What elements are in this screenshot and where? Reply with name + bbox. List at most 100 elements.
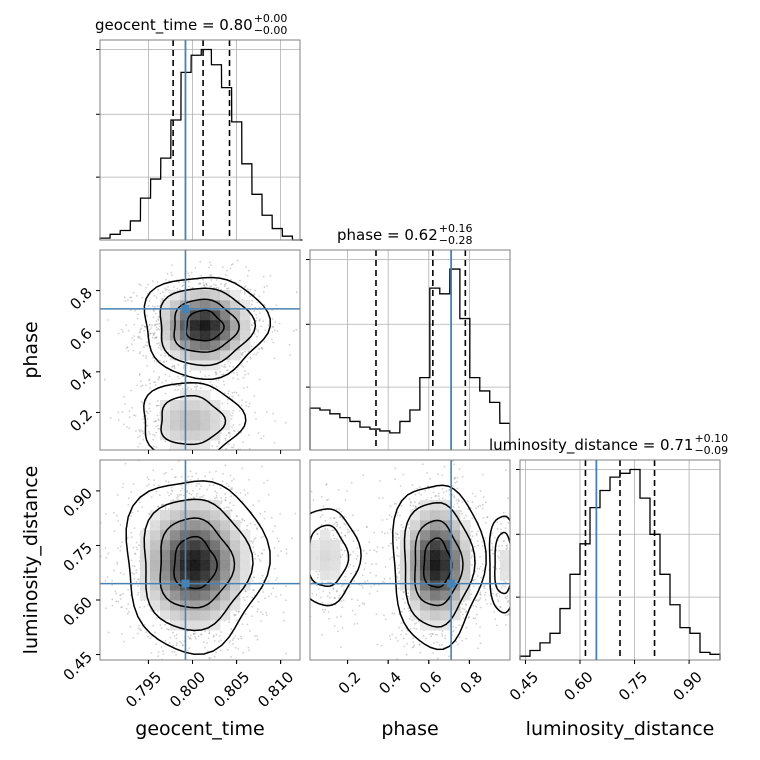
- density-cell: [160, 430, 171, 441]
- sample-point: [151, 356, 154, 359]
- y-tick-label: 0.60: [60, 593, 96, 629]
- sample-point: [106, 319, 109, 321]
- sample-point: [274, 420, 277, 422]
- sample-point: [156, 342, 159, 345]
- sample-point: [152, 469, 155, 472]
- sample-point: [145, 410, 148, 412]
- sample-point: [147, 635, 149, 638]
- sample-point: [157, 318, 160, 320]
- sample-point: [241, 354, 243, 356]
- sample-point: [161, 291, 164, 294]
- density-cell: [170, 300, 181, 311]
- density-cell: [170, 580, 181, 591]
- sample-point: [189, 370, 192, 373]
- title-value: luminosity_distance = 0.71: [489, 436, 693, 455]
- density-cell: [160, 550, 171, 561]
- sample-point: [471, 535, 474, 538]
- sample-point: [472, 579, 475, 582]
- sample-point: [484, 537, 487, 539]
- density-cell: [190, 530, 201, 541]
- sample-point: [164, 289, 167, 291]
- sample-point: [119, 549, 122, 552]
- joint-content: [100, 460, 300, 660]
- contour-line: [173, 298, 240, 353]
- sample-point: [250, 540, 253, 542]
- sample-point: [187, 272, 190, 274]
- sample-point: [401, 610, 403, 613]
- density-cell: [210, 580, 221, 591]
- density-cell: [190, 610, 201, 621]
- sample-point: [261, 613, 264, 615]
- sample-point: [104, 579, 107, 582]
- sample-point: [155, 490, 158, 493]
- sample-point: [136, 632, 139, 635]
- sample-point: [472, 617, 475, 620]
- sample-point: [393, 612, 395, 615]
- sample-point: [152, 370, 155, 373]
- sample-point: [424, 489, 427, 492]
- sample-point: [253, 538, 256, 540]
- sample-point: [253, 293, 256, 295]
- sample-point: [256, 301, 259, 304]
- sample-point: [237, 430, 240, 433]
- contour-line: [125, 480, 271, 655]
- sample-point: [192, 497, 195, 499]
- sample-point: [438, 644, 441, 646]
- sample-point: [114, 590, 117, 593]
- sample-point: [132, 349, 135, 352]
- sample-point: [137, 313, 139, 316]
- sample-point: [266, 479, 269, 482]
- sample-point: [149, 382, 152, 385]
- sample-point: [442, 491, 445, 494]
- sample-point: [285, 548, 288, 551]
- sample-point: [138, 373, 141, 375]
- sample-point: [205, 284, 208, 287]
- sample-point: [166, 272, 169, 275]
- sample-point: [196, 482, 198, 485]
- sample-point: [139, 330, 142, 333]
- sample-point: [252, 576, 255, 578]
- sample-point: [175, 653, 177, 656]
- sample-point: [105, 557, 108, 559]
- contour-line: [173, 535, 218, 590]
- sample-point: [470, 550, 473, 552]
- sample-point: [365, 552, 368, 555]
- sample-point: [181, 387, 184, 390]
- sample-point: [482, 563, 484, 565]
- density-cell: [220, 310, 231, 321]
- sample-point: [285, 552, 288, 555]
- sample-point: [145, 286, 147, 289]
- sample-point: [416, 487, 419, 490]
- density-cell: [210, 360, 221, 371]
- sample-point: [470, 538, 473, 540]
- density-cell: [170, 440, 181, 450]
- sample-point: [130, 536, 133, 539]
- sample-point: [258, 378, 261, 381]
- sample-point: [294, 512, 297, 515]
- sample-point: [234, 635, 237, 637]
- sample-point: [407, 607, 410, 610]
- sample-point: [291, 537, 293, 540]
- sample-point: [231, 414, 233, 417]
- sample-point: [257, 500, 260, 503]
- sample-point: [177, 363, 180, 366]
- sample-point: [138, 544, 140, 546]
- sample-point: [245, 404, 248, 407]
- sample-point: [226, 398, 229, 401]
- sample-point: [158, 494, 161, 497]
- sample-point: [407, 523, 410, 526]
- sample-point: [415, 628, 418, 630]
- sample-point: [375, 613, 378, 616]
- sample-point: [158, 419, 160, 422]
- density-cell: [150, 510, 161, 521]
- sample-point: [153, 310, 156, 312]
- sample-point: [119, 524, 122, 526]
- sample-point: [244, 285, 247, 287]
- sample-point: [479, 597, 482, 600]
- sample-point: [192, 633, 195, 635]
- sample-point: [138, 337, 140, 339]
- contour-line: [185, 309, 225, 342]
- density-cell: [170, 500, 181, 511]
- density-cell: [190, 340, 201, 351]
- sample-point: [448, 489, 451, 492]
